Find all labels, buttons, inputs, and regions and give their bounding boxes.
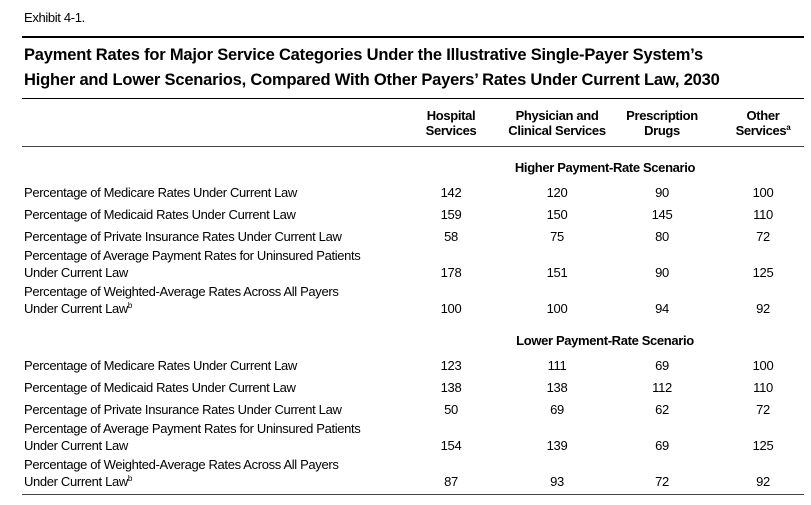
column-header: Drugs	[644, 123, 680, 138]
cell-value: 94	[655, 301, 669, 316]
row-label: Percentage of Weighted-Average Rates Acr…	[24, 457, 339, 472]
cell-value: 90	[655, 265, 669, 280]
cell-value: 92	[756, 474, 770, 489]
cell-value: 110	[753, 207, 773, 222]
cell-value: 120	[546, 185, 568, 200]
exhibit-label: Exhibit 4-1.	[24, 10, 85, 25]
cell-value: 93	[550, 474, 564, 489]
row-label: Percentage of Medicare Rates Under Curre…	[24, 185, 297, 200]
title-line: Higher and Lower Scenarios, Compared Wit…	[24, 71, 720, 89]
header-rule	[22, 146, 804, 147]
row-label: Percentage of Weighted-Average Rates Acr…	[24, 284, 339, 299]
cell-value: 72	[756, 229, 770, 244]
section-title: Lower Payment-Rate Scenario	[516, 333, 694, 348]
cell-value: 138	[546, 380, 568, 395]
cell-value: 150	[546, 207, 568, 222]
section-title: Higher Payment-Rate Scenario	[514, 160, 696, 175]
cell-value: 145	[651, 207, 673, 222]
cell-value: 69	[655, 358, 669, 373]
row-label: Percentage of Medicaid Rates Under Curre…	[24, 380, 296, 395]
row-label: Percentage of Private Insurance Rates Un…	[24, 229, 342, 244]
cell-value: 90	[655, 185, 669, 200]
cell-value: 72	[655, 474, 669, 489]
cell-value: 62	[655, 402, 669, 417]
column-header: Servicesa	[735, 123, 791, 138]
row-label: Under Current Law	[24, 265, 128, 280]
cell-value: 69	[550, 402, 564, 417]
footnote-mark: b	[127, 474, 132, 483]
cell-value: 142	[440, 185, 462, 200]
row-label: Percentage of Medicare Rates Under Curre…	[24, 358, 297, 373]
row-label: Percentage of Average Payment Rates for …	[24, 248, 361, 263]
cell-value: 125	[752, 265, 774, 280]
cell-value: 50	[444, 402, 458, 417]
cell-value: 123	[440, 358, 462, 373]
top-rule	[22, 36, 804, 38]
cell-value: 72	[756, 402, 770, 417]
cell-value: 178	[440, 265, 462, 280]
title-line: Payment Rates for Major Service Categori…	[24, 46, 703, 64]
cell-value: 110	[753, 380, 773, 395]
row-label: Percentage of Medicaid Rates Under Curre…	[24, 207, 296, 222]
cell-value: 100	[752, 358, 774, 373]
row-label: Percentage of Average Payment Rates for …	[24, 421, 361, 436]
column-header: Prescription	[626, 108, 698, 123]
footnote-mark: a	[786, 123, 791, 132]
cell-value: 112	[652, 380, 672, 395]
column-header: Clinical Services	[508, 123, 606, 138]
cell-value: 138	[440, 380, 462, 395]
footnote-mark: b	[127, 301, 132, 310]
cell-value: 100	[440, 301, 462, 316]
cell-value: 75	[550, 229, 564, 244]
row-label: Percentage of Private Insurance Rates Un…	[24, 402, 342, 417]
cell-value: 139	[546, 438, 568, 453]
cell-value: 100	[752, 185, 774, 200]
cell-value: 100	[546, 301, 568, 316]
cell-value: 92	[756, 301, 770, 316]
cell-value: 80	[655, 229, 669, 244]
cell-value: 87	[444, 474, 458, 489]
cell-value: 125	[752, 438, 774, 453]
cell-value: 69	[655, 438, 669, 453]
row-label: Under Current Lawb	[24, 474, 132, 489]
cell-value: 154	[440, 438, 462, 453]
row-label: Under Current Lawb	[24, 301, 132, 316]
column-header: Services	[425, 123, 477, 138]
column-header: Physician and	[515, 108, 599, 123]
column-header: Other	[746, 108, 780, 123]
column-header: Hospital	[426, 108, 476, 123]
cell-value: 151	[546, 265, 568, 280]
cell-value: 111	[547, 358, 567, 373]
title-rule	[22, 98, 804, 99]
cell-value: 58	[444, 229, 458, 244]
bottom-rule	[22, 494, 804, 495]
cell-value: 159	[440, 207, 462, 222]
row-label: Under Current Law	[24, 438, 128, 453]
